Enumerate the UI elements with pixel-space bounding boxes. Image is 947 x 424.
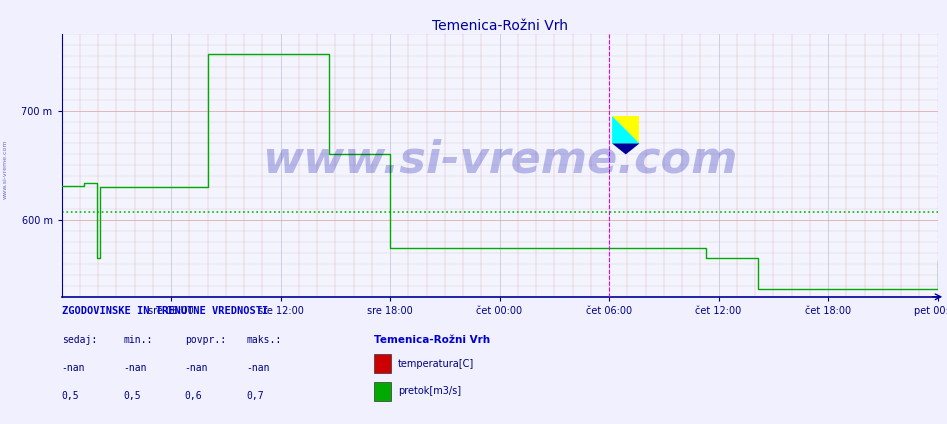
Polygon shape [612,116,639,143]
Text: 0,7: 0,7 [246,391,264,401]
Text: www.si-vreme.com: www.si-vreme.com [261,139,738,181]
Text: sedaj:: sedaj: [62,335,97,346]
Text: -nan: -nan [246,363,270,373]
Text: Temenica-Rožni Vrh: Temenica-Rožni Vrh [374,335,491,346]
Text: -nan: -nan [185,363,208,373]
Text: ZGODOVINSKE IN TRENUTNE VREDNOSTI: ZGODOVINSKE IN TRENUTNE VREDNOSTI [62,306,268,316]
Text: 0,5: 0,5 [62,391,80,401]
Text: 0,6: 0,6 [185,391,203,401]
Text: min.:: min.: [123,335,152,346]
Text: 0,5: 0,5 [123,391,141,401]
Polygon shape [612,116,639,143]
Text: povpr.:: povpr.: [185,335,225,346]
Text: -nan: -nan [62,363,85,373]
Text: temperatura[C]: temperatura[C] [398,359,474,369]
Text: -nan: -nan [123,363,147,373]
Title: Temenica-Rožni Vrh: Temenica-Rožni Vrh [432,19,567,33]
Text: pretok[m3/s]: pretok[m3/s] [398,386,461,396]
Polygon shape [612,143,639,154]
Text: www.si-vreme.com: www.si-vreme.com [3,140,9,199]
Text: maks.:: maks.: [246,335,281,346]
